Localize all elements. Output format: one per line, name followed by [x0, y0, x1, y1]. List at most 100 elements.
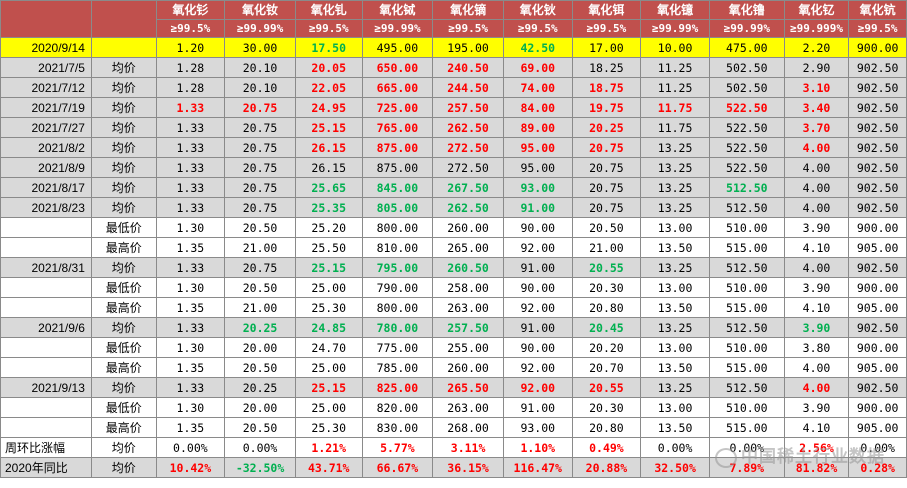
price-cell: 20.75	[224, 177, 296, 198]
price-cell: 3.70	[783, 117, 850, 138]
price-cell: 795.00	[361, 257, 434, 278]
price-cell: 830.00	[361, 417, 434, 438]
price-cell: 20.88%	[571, 457, 642, 478]
price-cell: 255.00	[432, 337, 504, 358]
price-cell: 905.00	[848, 297, 907, 318]
price-cell: 90.00	[502, 337, 573, 358]
price-cell: 20.50	[224, 217, 296, 238]
price-cell: 20.20	[571, 337, 642, 358]
price-cell: -32.50%	[224, 457, 296, 478]
column-header-6: 氧化铒	[571, 0, 642, 20]
price-cell: 902.50	[848, 137, 907, 158]
price-cell: 522.50	[708, 137, 785, 158]
price-cell: 900.00	[848, 397, 907, 418]
row-price-type: 均价	[90, 157, 157, 178]
price-cell: 21.00	[571, 237, 642, 258]
price-cell: 20.25	[571, 117, 642, 138]
price-cell: 4.00	[783, 137, 850, 158]
price-cell: 1.33	[155, 97, 226, 118]
price-cell: 510.00	[708, 337, 785, 358]
price-cell: 13.25	[640, 257, 710, 278]
table-row: 最高价 1.35 20.50 25.00 785.00 260.00 92.00 20.70 1…	[0, 357, 907, 378]
table-row: 最高价 1.35 20.50 25.30 830.00 268.00 93.00 20.80 1…	[0, 417, 907, 438]
price-cell: 4.00	[783, 197, 850, 218]
price-cell: 4.10	[783, 417, 850, 438]
price-cell: 25.15	[294, 377, 363, 398]
price-cell: 13.25	[640, 377, 710, 398]
price-cell: 650.00	[361, 57, 434, 78]
column-purity-4: ≥99.5%	[432, 19, 504, 38]
price-cell: 902.50	[848, 377, 907, 398]
price-cell: 1.28	[155, 57, 226, 78]
price-cell: 20.75	[224, 157, 296, 178]
row-price-type: 最高价	[90, 237, 157, 258]
price-cell: 905.00	[848, 417, 907, 438]
price-cell: 74.00	[502, 77, 573, 98]
row-price-type: 均价	[90, 57, 157, 78]
price-cell: 20.75	[571, 137, 642, 158]
price-cell: 20.05	[294, 57, 363, 78]
row-price-type: 最低价	[90, 337, 157, 358]
price-cell: 4.10	[783, 237, 850, 258]
price-cell: 260.00	[432, 357, 504, 378]
price-cell: 1.28	[155, 77, 226, 98]
price-cell: 20.80	[571, 417, 642, 438]
price-cell: 0.00%	[640, 437, 710, 458]
column-purity-2: ≥99.5%	[294, 19, 363, 38]
price-cell: 18.25	[571, 57, 642, 78]
row-date	[0, 277, 92, 298]
price-cell: 512.50	[708, 197, 785, 218]
price-cell: 905.00	[848, 237, 907, 258]
price-cell: 20.10	[224, 77, 296, 98]
row-date: 2021/8/9	[0, 157, 92, 178]
price-cell: 900.00	[848, 337, 907, 358]
price-cell: 4.00	[783, 177, 850, 198]
price-cell: 268.00	[432, 417, 504, 438]
row-price-type: 最低价	[90, 277, 157, 298]
table-row: 2021/8/23 均价 1.33 20.75 25.35 805.00 262.50 91.…	[0, 197, 907, 218]
price-cell: 13.25	[640, 197, 710, 218]
column-header-9: 氧化钇	[783, 0, 850, 20]
price-cell: 3.90	[783, 217, 850, 238]
price-cell: 13.25	[640, 137, 710, 158]
row-price-type: 均价	[90, 77, 157, 98]
rare-earth-price-table: 氧化钐 氧化钕 氧化钆 氧化铽 氧化镝 氧化钬 氧化铒 氧化镱 氧化镥 氧化钇 氧化钪 ≥99.5%…	[0, 0, 907, 478]
price-cell: 3.11%	[432, 437, 504, 458]
row-date: 周环比涨幅	[0, 437, 92, 458]
column-header-0: 氧化钐	[155, 0, 226, 20]
price-cell: 26.15	[294, 137, 363, 158]
price-cell: 13.00	[640, 217, 710, 238]
price-cell: 875.00	[361, 137, 434, 158]
row-date	[0, 337, 92, 358]
price-cell: 1.33	[155, 177, 226, 198]
row-date: 2021/9/13	[0, 377, 92, 398]
price-cell: 260.00	[432, 217, 504, 238]
price-cell: 20.00	[224, 397, 296, 418]
price-cell: 13.50	[640, 297, 710, 318]
price-cell: 20.50	[224, 277, 296, 298]
price-cell: 0.49%	[571, 437, 642, 458]
price-cell: 21.00	[224, 297, 296, 318]
table-row: 最高价 1.35 21.00 25.50 810.00 265.00 92.00 21.00 1…	[0, 237, 907, 258]
row-price-type: 最高价	[90, 357, 157, 378]
price-cell: 780.00	[361, 317, 434, 338]
price-cell: 515.00	[708, 237, 785, 258]
price-cell: 900.00	[848, 37, 907, 58]
price-cell: 902.50	[848, 177, 907, 198]
price-cell: 13.25	[640, 177, 710, 198]
price-cell: 1.33	[155, 317, 226, 338]
price-cell: 4.00	[783, 157, 850, 178]
table-row: 2021/8/9 均价 1.33 20.75 26.15 875.00 272.50 95.0…	[0, 157, 907, 178]
price-cell: 13.50	[640, 417, 710, 438]
price-cell: 820.00	[361, 397, 434, 418]
price-cell: 3.90	[783, 277, 850, 298]
price-cell: 522.50	[708, 157, 785, 178]
row-price-type: 均价	[90, 257, 157, 278]
price-cell: 502.50	[708, 57, 785, 78]
table-row: 最低价 1.30 20.00 24.70 775.00 255.00 90.00 20.20 1…	[0, 337, 907, 358]
price-cell: 13.25	[640, 317, 710, 338]
price-cell: 13.00	[640, 397, 710, 418]
column-purity-6: ≥99.5%	[571, 19, 642, 38]
row-date	[0, 417, 92, 438]
column-header-4: 氧化镝	[432, 0, 504, 20]
